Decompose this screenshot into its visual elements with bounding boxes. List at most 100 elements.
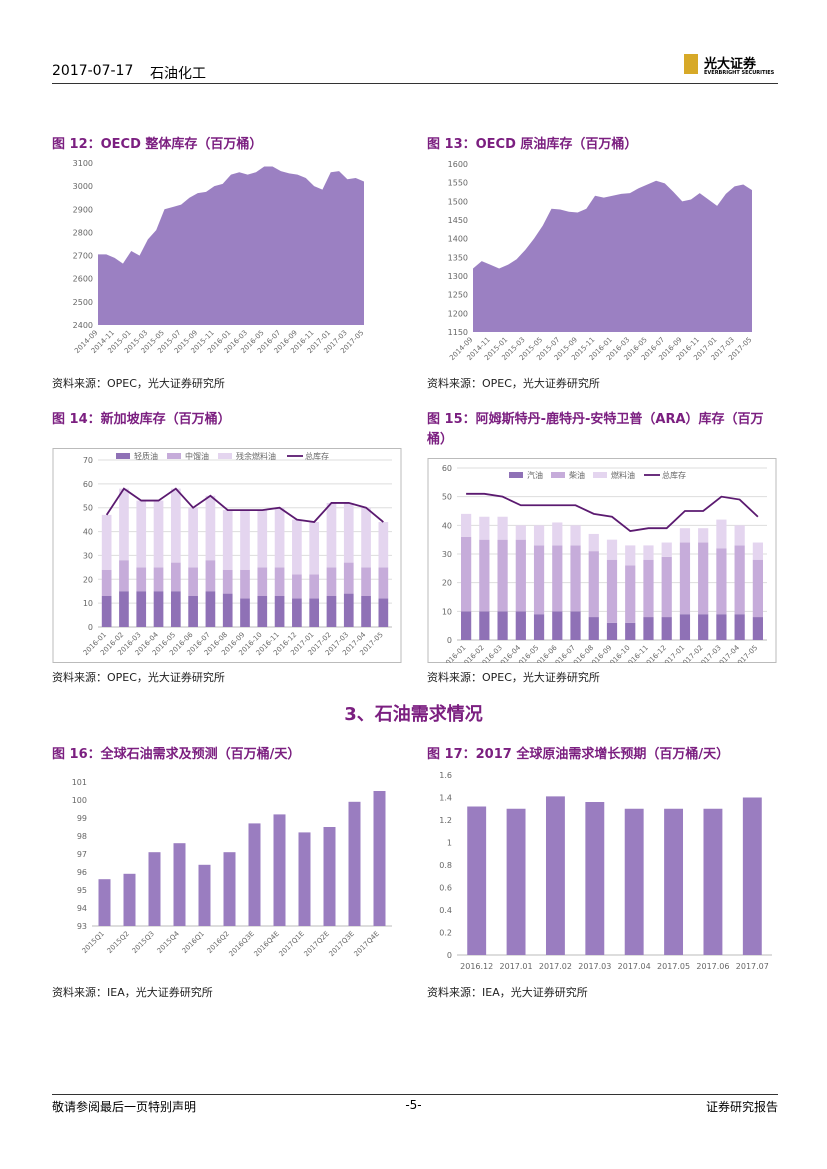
y-tick-label: 3000 <box>73 182 93 191</box>
bar-segment <box>661 556 672 618</box>
x-tick-label: 2017.07 <box>736 962 769 971</box>
bar-segment <box>643 545 654 560</box>
x-tick-label: 2017.03 <box>578 962 611 971</box>
chart: 240025002600270028002900300031002014-092… <box>73 159 366 355</box>
x-tick-label: 2015Q4 <box>156 929 182 955</box>
y-tick-label: 95 <box>77 886 87 895</box>
bar-segment <box>136 567 147 592</box>
legend-label: 汽油 <box>527 470 543 480</box>
y-tick-label: 60 <box>83 480 93 489</box>
bar-segment <box>497 539 508 612</box>
bar-segment <box>101 514 112 570</box>
chart-frame <box>427 458 777 663</box>
bar <box>664 808 684 955</box>
bar <box>198 864 211 926</box>
bar-segment <box>257 595 268 627</box>
x-tick-label: 2017.05 <box>657 962 690 971</box>
figure-title: 图 16：全球石油需求及预测（百万桶/天） <box>52 747 301 762</box>
line <box>466 492 759 533</box>
bar-segment <box>734 614 745 640</box>
bar-segment <box>378 598 389 627</box>
bar-segment <box>497 516 508 540</box>
bar-segment <box>188 507 198 568</box>
bar-segment <box>497 611 508 640</box>
y-tick-label: 40 <box>442 521 452 530</box>
bar-segment <box>606 559 618 623</box>
bar <box>742 797 762 955</box>
bar <box>703 808 723 955</box>
bar-segment <box>515 539 526 612</box>
bar <box>98 879 111 926</box>
legend-label: 燃料油 <box>611 470 635 480</box>
bar-segment <box>752 559 763 618</box>
bar <box>323 827 336 926</box>
y-tick-label: 100 <box>72 796 87 805</box>
chart: 0102030405060702016-012016-022016-032016… <box>52 448 402 663</box>
bar-segment <box>361 595 371 627</box>
y-tick-label: 1 <box>447 839 452 848</box>
bar <box>148 852 161 926</box>
y-tick-label: 1450 <box>448 216 468 225</box>
bar-segment <box>361 567 371 596</box>
y-tick-label: 0.8 <box>439 861 452 870</box>
bar-segment <box>170 562 181 592</box>
bar-segment <box>625 565 636 623</box>
y-tick-label: 96 <box>77 868 87 877</box>
sector: 石油化工 <box>150 66 206 82</box>
bar-segment <box>533 545 545 615</box>
bar-segment <box>533 614 545 640</box>
x-tick-label: 2017Q1E <box>277 930 305 958</box>
logo-icon <box>684 54 698 74</box>
bar-segment <box>378 567 389 599</box>
bar <box>545 796 565 955</box>
x-tick-label: 2017.01 <box>500 962 533 971</box>
bar-segment <box>274 567 285 596</box>
bar-segment <box>716 548 727 615</box>
bar-segment <box>588 533 599 552</box>
y-tick-label: 2600 <box>73 275 93 284</box>
y-tick-label: 1.2 <box>439 816 452 825</box>
bar-segment <box>461 536 472 612</box>
x-tick-label: 2016Q1 <box>181 930 206 955</box>
bar-segment <box>326 502 337 568</box>
logo-en: EVERBRIGHT SECURITIES <box>704 70 775 76</box>
x-tick-label: 2016.12 <box>460 962 493 971</box>
footer-right: 证券研究报告 <box>705 1100 778 1114</box>
x-tick-label: 2015Q3 <box>131 930 156 955</box>
bar-segment <box>515 611 526 640</box>
x-tick-label: 2017Q4E <box>352 930 380 958</box>
legend-swatch <box>593 472 607 478</box>
y-tick-label: 0.2 <box>439 929 452 938</box>
bar-segment <box>606 539 618 560</box>
figure-title: 图 14：新加坡库存（百万桶） <box>52 412 231 427</box>
x-tick-label: 2016Q2 <box>206 930 231 955</box>
x-tick-label: 2016Q3E <box>227 930 255 958</box>
legend-swatch <box>509 472 523 478</box>
bar-segment <box>716 614 727 640</box>
x-tick-label: 2015Q1 <box>81 930 106 955</box>
y-tick-label: 2400 <box>73 321 93 330</box>
bar-segment <box>205 591 216 627</box>
bar-segment <box>515 525 526 540</box>
bar <box>624 808 644 955</box>
figure-title: 图 13：OECD 原油库存（百万桶） <box>427 137 638 152</box>
bar-segment <box>679 528 691 543</box>
y-tick-label: 94 <box>77 904 87 913</box>
header-rule <box>52 83 778 84</box>
bar-segment <box>240 569 250 599</box>
y-tick-label: 2800 <box>73 228 93 237</box>
y-tick-label: 0.4 <box>439 906 452 915</box>
y-tick-label: 0.6 <box>439 884 452 893</box>
y-tick-label: 99 <box>77 814 87 823</box>
y-tick-label: 10 <box>442 607 452 616</box>
y-tick-label: 0 <box>88 623 93 632</box>
bar-segment <box>343 502 354 563</box>
y-tick-label: 1.4 <box>439 794 452 803</box>
figure-source: 资料来源：OPEC，光大证券研究所 <box>52 377 225 390</box>
y-tick-label: 1350 <box>448 253 468 262</box>
bar-segment <box>679 542 691 615</box>
bar-segment <box>119 560 129 592</box>
bar-segment <box>205 495 216 561</box>
y-tick-label: 97 <box>77 850 87 859</box>
